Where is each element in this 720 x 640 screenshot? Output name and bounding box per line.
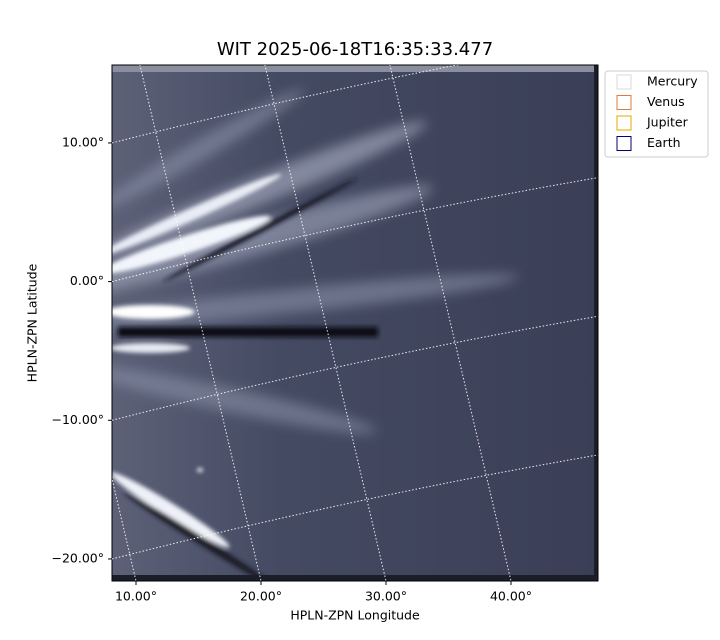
x-axis-label: HPLN-ZPN Longitude xyxy=(290,608,420,623)
legend-label: Earth xyxy=(647,135,681,150)
legend-label: Mercury xyxy=(647,74,698,89)
grid-line xyxy=(112,454,598,560)
y-tick-label: 0.00° xyxy=(70,273,104,288)
y-tick-label: −20.00° xyxy=(51,550,104,565)
legend-swatch xyxy=(616,136,632,151)
legend-box xyxy=(604,70,709,158)
grid-line xyxy=(264,65,387,581)
legend-swatch xyxy=(616,74,632,90)
x-tick-label: 30.00° xyxy=(365,589,407,604)
y-axis-label: HPLN-ZPN Latitude xyxy=(25,263,40,382)
grid-line xyxy=(112,315,598,421)
x-tick-label: 20.00° xyxy=(240,589,282,604)
grid-line xyxy=(112,476,137,581)
y-tick-label: 10.00° xyxy=(62,134,104,149)
x-tick-label: 10.00° xyxy=(115,589,157,604)
solar-image xyxy=(112,65,598,581)
grid xyxy=(112,65,598,581)
grid-line xyxy=(112,177,598,283)
legend-label: Venus xyxy=(647,94,685,109)
grid-line xyxy=(112,65,460,144)
chart-title: WIT 2025-06-18T16:35:33.477 xyxy=(217,39,493,60)
legend-swatch xyxy=(616,95,632,110)
legend-swatch xyxy=(616,115,632,131)
y-tick-label: −10.00° xyxy=(51,412,104,427)
grid-line xyxy=(389,65,512,581)
grid-line xyxy=(139,65,262,581)
x-tick-label: 40.00° xyxy=(490,589,532,604)
legend-label: Jupiter xyxy=(646,115,689,130)
plot-frame xyxy=(111,64,599,582)
